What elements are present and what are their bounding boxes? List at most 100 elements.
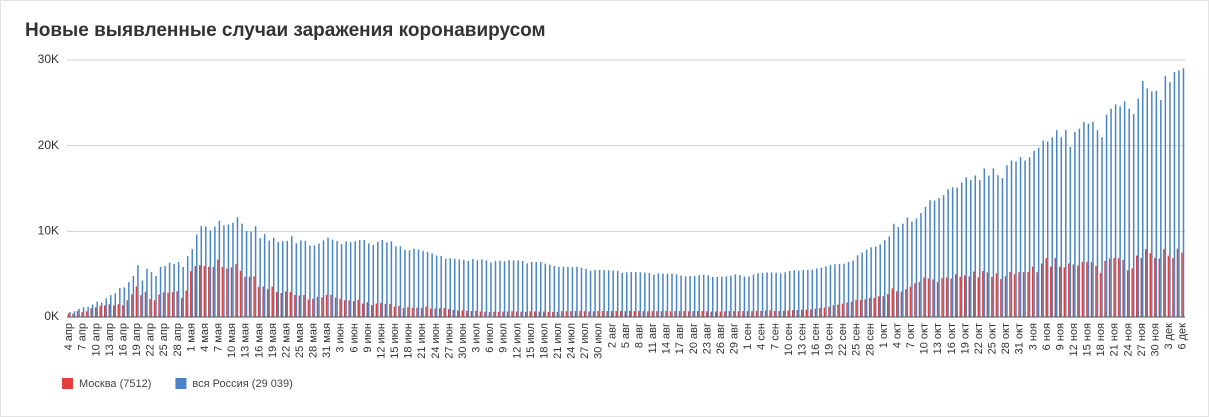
bar bbox=[793, 270, 795, 317]
bar bbox=[431, 253, 433, 317]
bar bbox=[366, 302, 368, 317]
bar bbox=[1146, 88, 1149, 317]
bar bbox=[1033, 150, 1035, 317]
bar bbox=[395, 246, 397, 317]
x-tick-label: 15 июл bbox=[525, 323, 537, 359]
bar bbox=[321, 297, 323, 317]
legend-marker bbox=[62, 378, 73, 389]
bar bbox=[241, 223, 243, 317]
x-tick-label: 9 июн bbox=[362, 323, 374, 353]
bar bbox=[244, 276, 246, 317]
bar bbox=[837, 304, 839, 317]
bar bbox=[316, 296, 319, 317]
bar bbox=[712, 276, 714, 317]
bar bbox=[262, 286, 264, 317]
bar bbox=[784, 272, 786, 317]
bar bbox=[144, 291, 147, 317]
x-tick-label: 19 сен bbox=[824, 323, 836, 356]
bar bbox=[819, 308, 821, 317]
bar bbox=[615, 311, 617, 317]
x-tick-label: 21 июн bbox=[416, 323, 428, 359]
bar bbox=[915, 218, 918, 317]
bar bbox=[1163, 249, 1165, 317]
bar bbox=[411, 307, 414, 317]
bar bbox=[843, 263, 845, 317]
bar bbox=[603, 270, 605, 317]
bar bbox=[648, 273, 651, 317]
bar bbox=[322, 240, 325, 317]
bar bbox=[829, 265, 832, 317]
bar bbox=[114, 293, 117, 317]
bar bbox=[544, 263, 547, 317]
bar bbox=[1081, 261, 1084, 317]
bar bbox=[1056, 130, 1058, 317]
bar bbox=[502, 311, 504, 317]
x-tick-label: 22 мая bbox=[280, 323, 292, 358]
bar bbox=[137, 265, 139, 317]
bar bbox=[924, 206, 927, 317]
x-tick-label: 5 авг bbox=[620, 323, 632, 348]
bar bbox=[78, 308, 80, 317]
x-tick-label: 2 авг bbox=[606, 323, 618, 348]
bar bbox=[887, 294, 889, 317]
x-tick-label: 4 апр bbox=[63, 323, 75, 350]
legend-label: Москва (7512) bbox=[79, 378, 151, 390]
bar bbox=[986, 272, 989, 317]
bar bbox=[1072, 264, 1075, 317]
bar bbox=[1181, 252, 1183, 317]
bar bbox=[87, 306, 89, 317]
bar bbox=[76, 311, 79, 317]
bar bbox=[503, 261, 506, 317]
bar bbox=[1054, 257, 1056, 317]
x-tick-label: 4 сен bbox=[756, 323, 768, 350]
x-tick-label: 19 апр bbox=[131, 323, 143, 356]
bar bbox=[796, 310, 798, 317]
bar bbox=[979, 180, 981, 317]
bar bbox=[942, 195, 945, 317]
bar bbox=[574, 311, 577, 317]
bar bbox=[561, 311, 563, 317]
bar bbox=[327, 237, 329, 317]
bar bbox=[294, 295, 296, 317]
x-tick-label: 27 июл bbox=[579, 323, 591, 359]
x-tick-label: 13 мая bbox=[240, 323, 252, 358]
x-tick-label: 12 июл bbox=[511, 323, 523, 359]
x-tick-label: 7 апр bbox=[77, 323, 89, 350]
bar bbox=[805, 309, 808, 317]
bar bbox=[734, 274, 737, 317]
bar bbox=[1009, 271, 1011, 317]
bar bbox=[1090, 261, 1093, 317]
bar bbox=[914, 283, 916, 317]
bar bbox=[352, 301, 355, 317]
x-tick-label: 6 июл bbox=[484, 323, 496, 353]
bar bbox=[259, 238, 261, 317]
x-tick-label: 3 июн bbox=[335, 323, 347, 353]
bar bbox=[380, 303, 382, 317]
bar bbox=[236, 217, 239, 317]
bar bbox=[533, 311, 536, 317]
bar bbox=[1022, 272, 1025, 317]
bar bbox=[368, 243, 370, 317]
bar bbox=[417, 249, 420, 317]
bar bbox=[499, 260, 501, 317]
bar bbox=[349, 242, 352, 317]
bar bbox=[85, 311, 88, 317]
bar bbox=[463, 259, 465, 317]
bar bbox=[180, 297, 183, 317]
bar bbox=[239, 270, 242, 317]
bar bbox=[339, 298, 341, 317]
bar bbox=[218, 220, 221, 317]
bar bbox=[280, 292, 282, 317]
bar bbox=[476, 260, 479, 317]
x-tick-label: 11 авг bbox=[647, 323, 659, 353]
bar bbox=[583, 311, 586, 317]
bar bbox=[626, 272, 628, 317]
bar bbox=[82, 307, 85, 317]
bar bbox=[1087, 123, 1090, 317]
x-tick-label: 30 июл bbox=[593, 323, 605, 359]
bar bbox=[868, 298, 871, 317]
x-tick-label: 28 мая bbox=[308, 323, 320, 358]
bar bbox=[1092, 121, 1094, 317]
x-tick-label: 28 окт bbox=[1000, 323, 1012, 354]
bar bbox=[454, 258, 456, 317]
